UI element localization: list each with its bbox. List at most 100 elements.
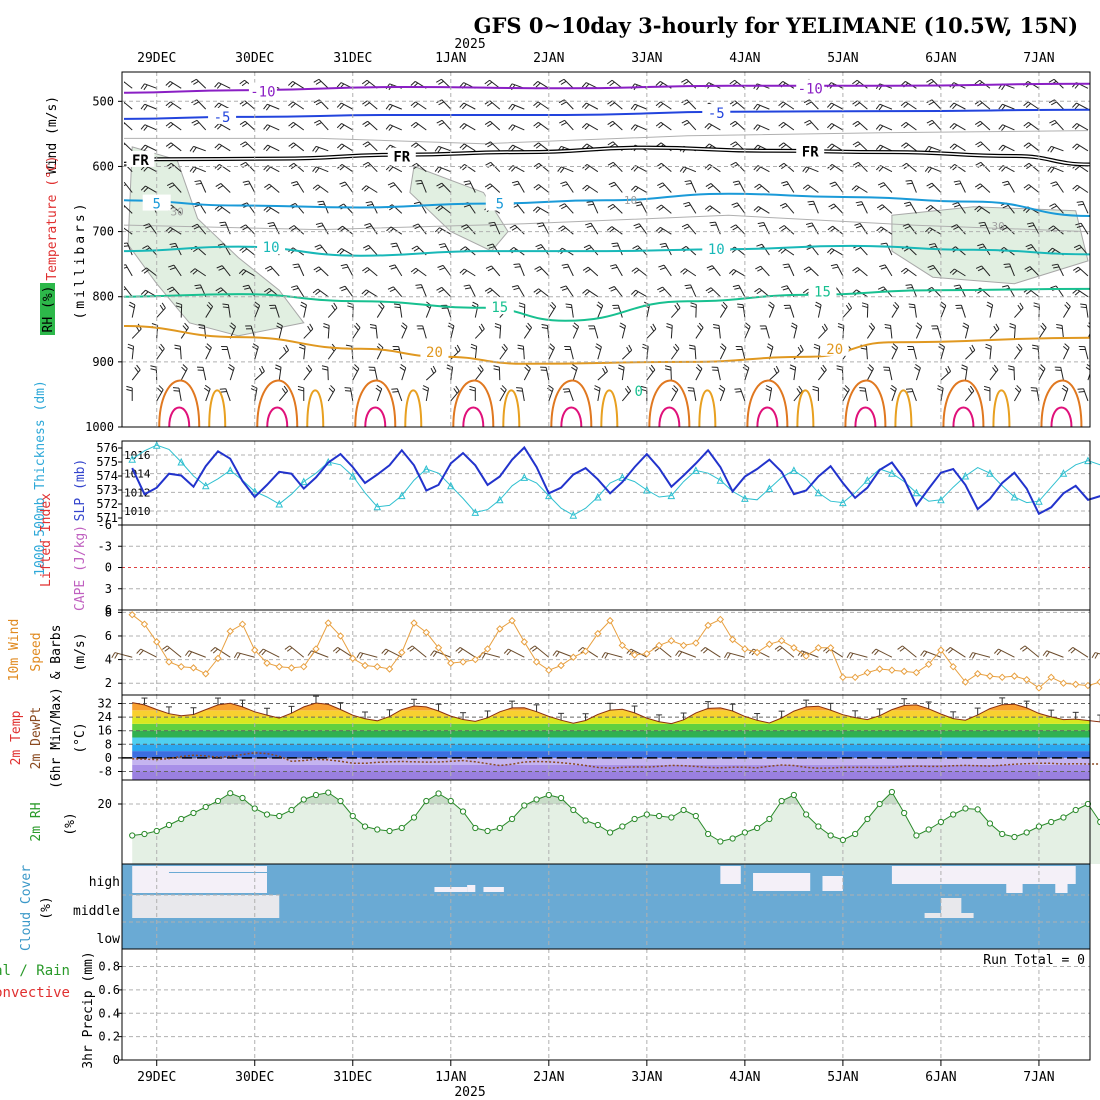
wind-barb-feather	[508, 124, 513, 130]
wind-barb-feather	[891, 384, 897, 390]
isotherm-30	[462, 406, 485, 427]
wind-barb	[597, 388, 601, 402]
wind-barb-feather	[464, 183, 472, 186]
wind-barb-feather	[640, 388, 647, 392]
wind-barb	[586, 289, 599, 298]
temp2m-unit-label: (°C)	[73, 722, 88, 753]
wind-barb	[245, 224, 256, 235]
wind-barb-feather	[1025, 144, 1032, 149]
wind-barb-feather	[341, 183, 348, 188]
wind-barb	[521, 388, 525, 402]
wind-barb	[661, 204, 672, 214]
wind-barb-feather	[894, 301, 900, 307]
wind-barb-feather	[1024, 266, 1031, 270]
wind-barb	[597, 371, 608, 381]
rh-point	[705, 830, 712, 838]
wind-barb-feather	[259, 367, 263, 374]
isotherm-label-10: 10	[708, 242, 725, 258]
wind-barb-feather	[136, 364, 141, 371]
wind-barb	[337, 646, 354, 658]
wind-barb	[538, 184, 550, 193]
wind-barb	[124, 142, 133, 152]
wind-barb-feather	[233, 652, 238, 659]
wind-barb-feather	[252, 343, 259, 348]
wind-barb-feather	[719, 384, 726, 390]
wind-barb	[884, 264, 893, 277]
panel-frame	[121, 948, 1091, 1061]
wind-barb-feather	[607, 161, 614, 166]
wind-barb	[891, 388, 897, 402]
wind-barb-feather	[903, 201, 911, 205]
wind-barb-feather	[730, 141, 736, 146]
wind-barb-feather	[867, 366, 873, 372]
wind-speed-point	[251, 646, 259, 654]
wind-barb-feather	[263, 124, 268, 130]
wind-barb-feather	[1025, 103, 1031, 108]
wind-barb	[512, 124, 525, 131]
wind-barb-feather	[361, 79, 368, 85]
wind-barb	[499, 389, 507, 402]
wind-barb	[518, 263, 525, 277]
wind-barb-feather	[513, 183, 520, 186]
wind-barb	[1013, 325, 1016, 339]
contour-label-bg	[208, 107, 237, 124]
wind-barb	[463, 123, 476, 131]
rh-point	[864, 815, 871, 823]
wind-barb-feather	[683, 201, 690, 205]
wind-barb-feather	[900, 121, 907, 127]
thickness-point	[912, 488, 921, 497]
wind-barb-feather	[688, 344, 696, 347]
wind-barb	[686, 99, 697, 110]
wind-barb-feather	[274, 367, 281, 371]
wind-speed-point	[1096, 678, 1100, 686]
wind-barb-feather	[168, 123, 174, 129]
wind-barb	[229, 367, 235, 381]
wind-barb	[464, 143, 476, 152]
pressure-tick-label: 600	[92, 159, 114, 173]
wind-barb	[450, 390, 460, 402]
wind-barb-feather	[169, 242, 176, 245]
isotherm-20	[124, 325, 1090, 365]
wind-barb-feather	[143, 146, 149, 152]
wind-barb-feather	[640, 385, 647, 389]
wind-barb-feather	[562, 388, 569, 390]
wind-barb-feather	[438, 289, 445, 293]
wind-barb-feather	[705, 287, 712, 292]
wind-barb-feather	[1032, 344, 1039, 347]
wind-speed-point	[349, 654, 357, 663]
wind-barb-feather	[240, 161, 246, 166]
wind-barb-feather	[604, 365, 608, 372]
wind-barb	[254, 371, 265, 381]
wind-barb-feather	[261, 365, 265, 372]
wind-barb	[1006, 202, 1015, 214]
wind-barb-feather	[721, 343, 727, 348]
wind-barb-feather	[438, 101, 445, 106]
wind-barb-feather	[216, 265, 223, 269]
wind-speed-point	[753, 648, 761, 657]
wind-barb-feather	[267, 222, 274, 225]
wind-barb-feather	[463, 204, 470, 208]
wind-barb-feather	[124, 266, 128, 269]
wind-barb-feather	[901, 142, 907, 147]
top-date-label: 3JAN	[631, 51, 662, 66]
wind-barb-feather	[1074, 104, 1080, 110]
wind-barb	[964, 325, 970, 339]
wind-barb-feather	[240, 224, 246, 229]
wind-speed-point	[263, 659, 271, 667]
wind-speed-point	[545, 666, 553, 674]
wind-barb	[538, 288, 550, 298]
wind-barb-feather	[385, 144, 391, 150]
wind-barb	[905, 267, 917, 277]
wind-barb-feather	[897, 645, 903, 650]
wind-barb-feather	[1074, 165, 1080, 171]
wind-speed-point	[594, 629, 602, 638]
wind-barb-feather	[1088, 322, 1090, 325]
wind-barb-feather	[288, 81, 294, 86]
wind-barb-feather	[681, 78, 687, 83]
wind-barb-feather	[584, 124, 590, 130]
wind-barb	[499, 348, 508, 360]
wind-barb-feather	[536, 268, 543, 273]
wind-barb-feather	[535, 144, 542, 149]
